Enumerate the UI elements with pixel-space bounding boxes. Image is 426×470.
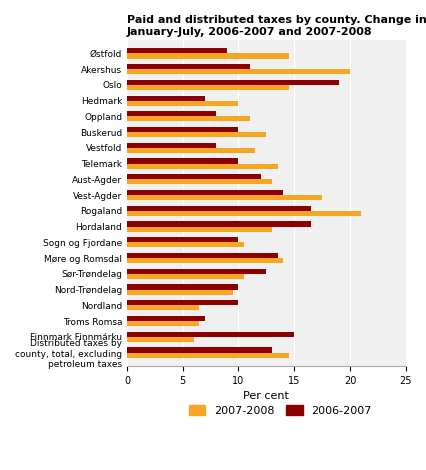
Bar [127,237,238,242]
Bar [127,132,266,137]
Bar [127,274,244,279]
Bar [127,85,288,90]
Bar [127,164,277,169]
Bar [127,300,238,306]
Bar [127,64,249,69]
Bar [127,195,321,200]
Bar [127,211,360,216]
Bar [127,80,338,85]
Bar [127,258,282,263]
Bar [127,148,255,153]
Bar [127,306,199,311]
Bar [127,332,294,337]
Bar [127,111,216,116]
Bar [127,227,271,232]
Bar [127,347,271,352]
Bar [127,69,349,74]
Bar [127,48,227,53]
Bar [127,95,204,101]
Bar [127,117,249,121]
Bar [127,316,204,321]
Bar [127,206,310,211]
Bar [127,221,310,227]
Bar [127,190,282,195]
Bar [127,269,266,274]
X-axis label: Per cent: Per cent [243,392,289,401]
Bar [127,174,260,179]
Bar [127,180,271,185]
Bar [127,253,277,258]
Bar [127,243,244,248]
Bar [127,284,238,290]
Bar [127,54,288,58]
Bar [127,158,238,164]
Bar [127,321,199,326]
Bar [127,337,193,342]
Bar [127,143,216,148]
Bar [127,127,238,132]
Bar [127,101,238,106]
Legend: 2007-2008, 2006-2007: 2007-2008, 2006-2007 [188,405,371,416]
Bar [127,352,288,358]
Bar [127,290,232,295]
Text: Paid and distributed taxes by county. Change in per cent,
January-July, 2006-200: Paid and distributed taxes by county. Ch… [127,15,426,37]
